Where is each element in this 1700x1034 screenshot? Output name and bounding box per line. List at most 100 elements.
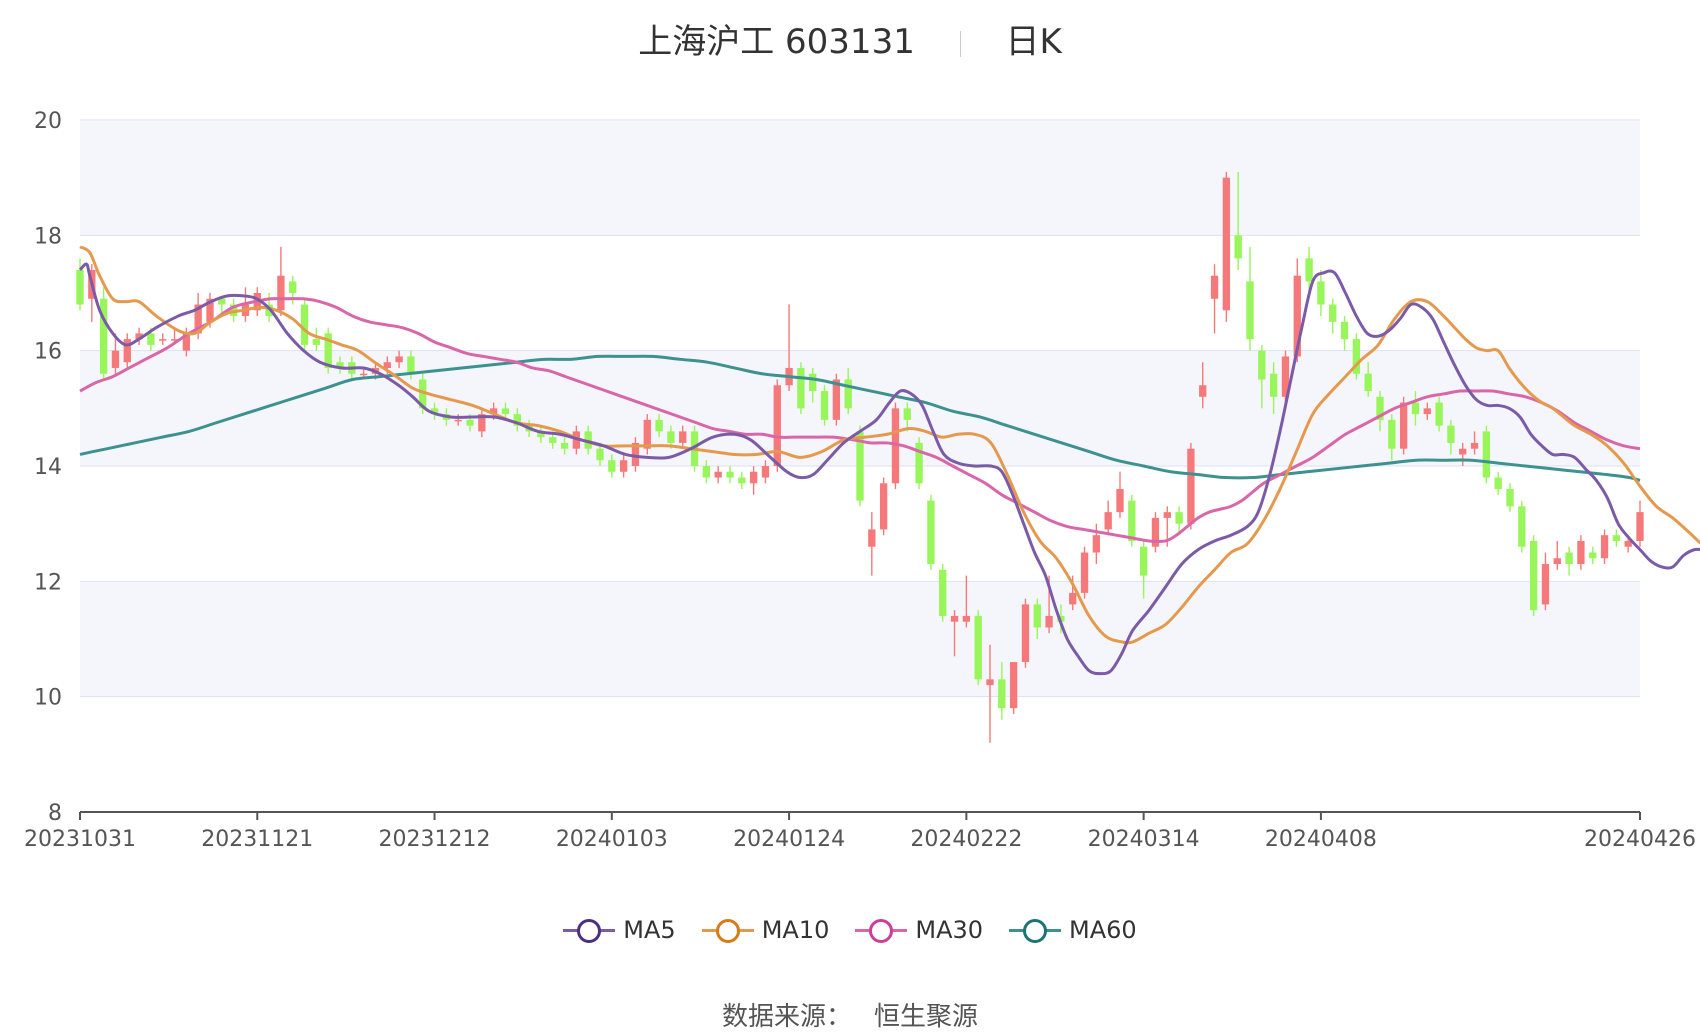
candle-body [1187, 448, 1195, 524]
candle-body [631, 442, 640, 466]
legend-label: MA5 [623, 916, 676, 944]
candle-body [466, 419, 474, 426]
x-tick-label: 20240314 [1088, 827, 1200, 852]
candle-body [619, 460, 628, 472]
source-label: 数据来源： [721, 1002, 852, 1032]
candle-body [194, 304, 202, 334]
candle-body [430, 408, 439, 415]
candle-body [986, 679, 994, 686]
legend-marker-icon [1009, 919, 1062, 943]
candle-body [478, 414, 486, 432]
candle-body [1352, 339, 1361, 374]
legend-item-ma30[interactable]: MA30 [855, 916, 983, 944]
chart-title: 上海沪工 603131 日K [0, 14, 1700, 63]
x-tick-label: 20231121 [201, 827, 313, 852]
candle-body [596, 448, 604, 461]
candle-body [962, 615, 971, 622]
candle-body [1104, 512, 1112, 530]
candle-body [1494, 477, 1502, 490]
candle-body [832, 379, 841, 420]
y-tick-label: 20 [34, 109, 62, 134]
data-source: 数据来源： 恒生聚源 [0, 996, 1700, 1033]
candle-body [1281, 356, 1290, 397]
candle-body [1577, 540, 1585, 565]
ma10-line [79, 245, 1700, 645]
candle-body [1340, 321, 1349, 340]
candle-body [868, 529, 876, 547]
candle-body [1364, 373, 1372, 392]
candle-body [359, 373, 368, 376]
candle-body [513, 414, 521, 426]
candle-body [159, 339, 167, 341]
candle-body [1033, 604, 1041, 628]
candle-body [1080, 552, 1089, 593]
candle-body [761, 466, 770, 478]
ma30-line [79, 297, 1641, 544]
candle-body [1199, 385, 1207, 397]
legend-item-ma5[interactable]: MA5 [563, 916, 676, 944]
candle-body [1175, 512, 1183, 524]
candle-body [1553, 558, 1561, 565]
candle-body [324, 333, 332, 368]
candle-body [702, 466, 711, 478]
candle-body [1293, 275, 1301, 357]
candle-body [679, 431, 687, 443]
candle-body [1423, 408, 1431, 415]
source-value: 恒生聚源 [874, 1002, 979, 1032]
y-tick-label: 12 [34, 570, 62, 595]
candle-body [489, 408, 498, 415]
candle-body [419, 379, 427, 409]
candle-body [277, 275, 285, 311]
candle-body [927, 500, 935, 565]
candle-body [135, 333, 143, 340]
candle-body [1269, 373, 1278, 397]
legend-marker-icon [701, 919, 754, 943]
legend-item-ma10[interactable]: MA10 [701, 916, 829, 944]
candle-body [1506, 489, 1514, 507]
candle-body [1388, 419, 1396, 449]
candle-body [182, 333, 191, 351]
candle-body [312, 339, 321, 345]
legend-item-ma60[interactable]: MA60 [1009, 916, 1137, 944]
candle-body [1518, 506, 1526, 547]
candle-body [655, 419, 663, 432]
candle-body [1411, 402, 1420, 415]
candle-body [643, 419, 651, 449]
x-tick-label: 20231031 [24, 827, 136, 852]
legend-label: MA60 [1069, 916, 1137, 944]
candle-body [667, 431, 675, 443]
candle-body [773, 385, 781, 466]
grid-band [80, 581, 1640, 697]
candle-body [950, 615, 959, 622]
candle-body [501, 408, 510, 415]
candle-body [797, 367, 805, 409]
x-tick-label: 20240426 [1584, 827, 1696, 852]
candle-body [1021, 604, 1030, 663]
candle-body [1470, 442, 1479, 449]
candle-body [974, 615, 982, 680]
y-tick-label: 8 [48, 801, 62, 826]
x-tick-label: 20240124 [733, 827, 845, 852]
candle-body [170, 339, 179, 341]
candle-body [111, 350, 120, 368]
candle-body [1128, 500, 1136, 541]
candle-body [76, 269, 84, 305]
candle-body [147, 333, 155, 345]
candle-body [218, 298, 226, 305]
candle-body [1459, 448, 1467, 455]
candle-body [407, 356, 415, 374]
title-separator [959, 30, 961, 57]
candle-body [726, 471, 734, 478]
ma5-line [78, 262, 1700, 676]
candle-body [1541, 564, 1550, 605]
y-tick-label: 10 [34, 686, 62, 711]
candle-body [749, 471, 758, 484]
candle-body [1624, 540, 1632, 547]
candle-body [1069, 592, 1077, 605]
candle-body [206, 298, 214, 322]
candle-body [1222, 177, 1231, 311]
candle-body [915, 442, 923, 484]
candle-body [1612, 535, 1621, 541]
candle-body [820, 391, 829, 420]
